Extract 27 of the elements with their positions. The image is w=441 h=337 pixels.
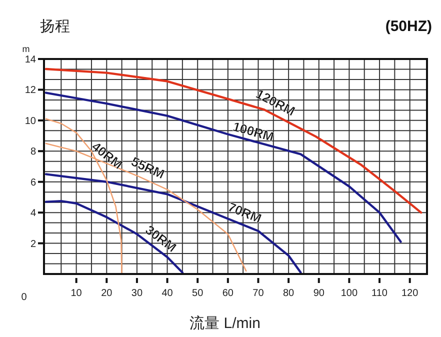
y-tick-label: 12 <box>24 85 36 96</box>
chart-title: (50HZ) <box>385 18 432 35</box>
text: 0 <box>21 292 28 303</box>
x-axis-title: 流量 L/min <box>190 315 260 332</box>
x-tick-label: 50 <box>192 288 204 299</box>
x-tick-label: 100 <box>340 288 358 299</box>
y-axis-title: 扬程 <box>40 18 70 35</box>
x-tick-label: 120 <box>401 288 419 299</box>
x-tick-label: 20 <box>101 288 113 299</box>
text: m <box>22 44 30 54</box>
x-tick-label: 10 <box>70 288 82 299</box>
y-tick-label: 8 <box>30 146 36 158</box>
text: 55RM <box>129 154 167 182</box>
x-tick-label: 40 <box>162 288 174 299</box>
y-tick-label: 10 <box>24 116 36 127</box>
x-tick-label: 110 <box>372 288 388 299</box>
x-tick-label: 70 <box>252 288 264 299</box>
x-tick-label: 60 <box>222 288 234 299</box>
y-tick-label: 14 <box>24 54 36 66</box>
y-tick-label: 4 <box>30 208 36 220</box>
y-tick-label: 6 <box>30 177 36 188</box>
text: 100RM <box>231 118 276 144</box>
text: 70RM <box>226 199 264 226</box>
x-tick-label: 90 <box>313 288 325 299</box>
x-tick-label: 80 <box>282 288 295 299</box>
y-tick-label: 2 <box>30 238 36 250</box>
x-tick-label: 30 <box>131 288 143 299</box>
